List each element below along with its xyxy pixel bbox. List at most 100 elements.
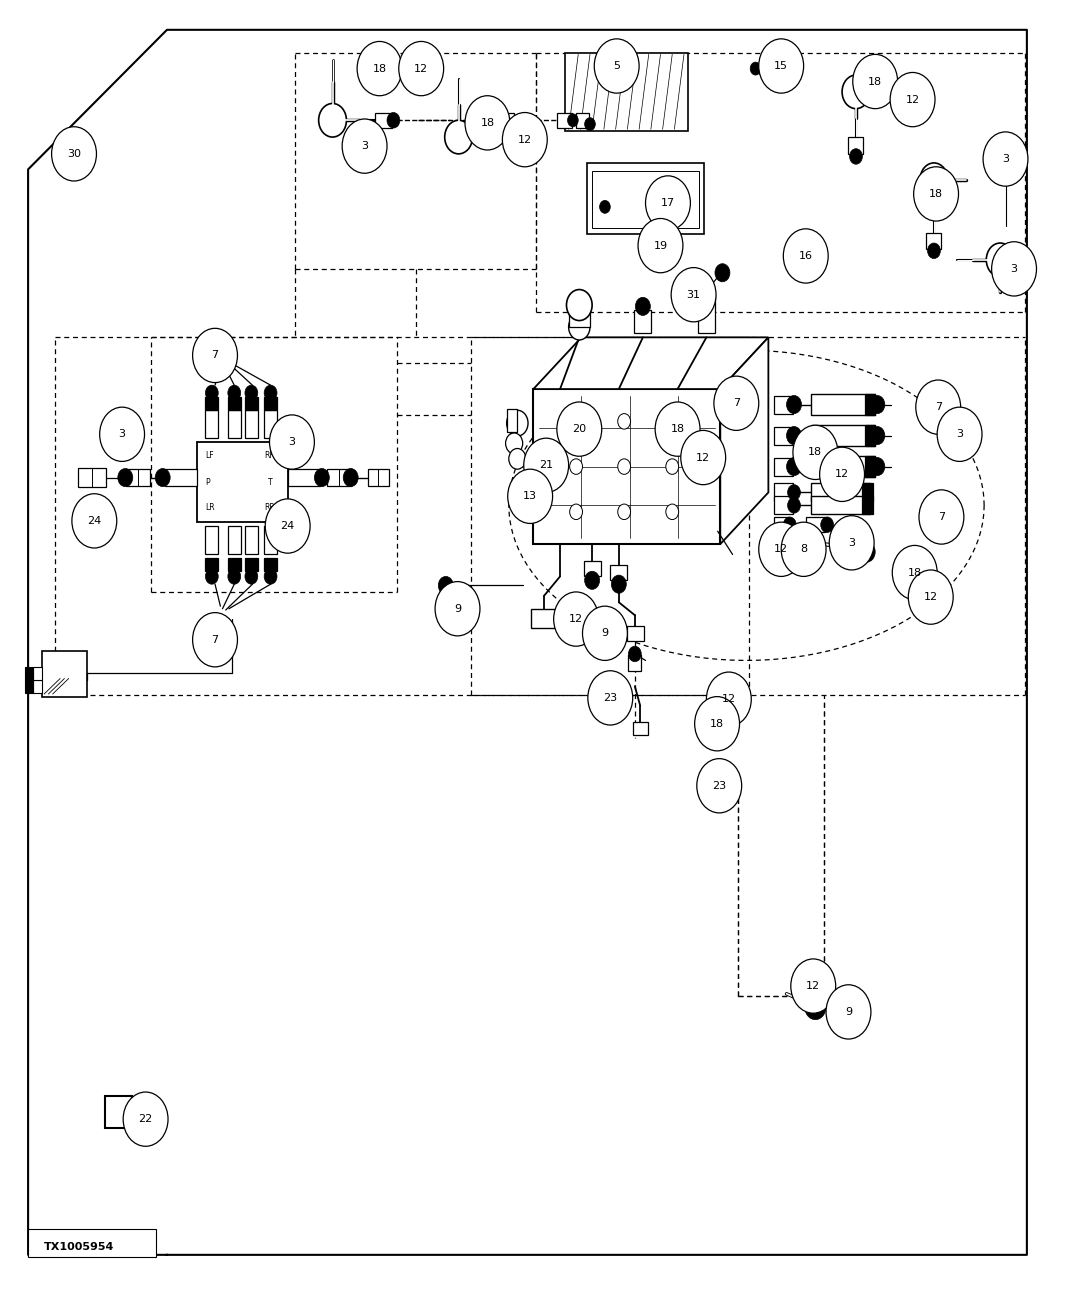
Bar xyxy=(628,625,645,641)
Circle shape xyxy=(554,592,599,646)
Text: 3: 3 xyxy=(1011,264,1017,273)
Circle shape xyxy=(826,984,871,1039)
Circle shape xyxy=(585,118,595,131)
Text: 16: 16 xyxy=(799,251,813,262)
Text: 12: 12 xyxy=(923,592,938,602)
Text: 9: 9 xyxy=(845,1008,853,1017)
Circle shape xyxy=(809,961,821,976)
Text: LR: LR xyxy=(206,502,215,512)
Circle shape xyxy=(787,243,800,259)
Bar xyxy=(862,483,873,501)
Bar xyxy=(265,396,277,409)
Bar xyxy=(565,53,689,131)
Circle shape xyxy=(206,385,218,400)
Circle shape xyxy=(343,469,358,487)
Bar xyxy=(926,233,941,250)
Text: 18: 18 xyxy=(929,189,944,199)
Circle shape xyxy=(666,504,679,519)
Text: 23: 23 xyxy=(712,781,726,791)
Bar xyxy=(773,426,793,444)
Text: 30: 30 xyxy=(67,149,81,159)
Text: 3: 3 xyxy=(361,141,368,152)
Bar xyxy=(811,456,875,477)
Text: 7: 7 xyxy=(211,635,218,645)
Circle shape xyxy=(206,569,218,584)
Text: 12: 12 xyxy=(414,63,428,74)
Circle shape xyxy=(588,671,633,725)
Circle shape xyxy=(672,268,716,322)
Circle shape xyxy=(829,515,874,570)
Bar xyxy=(265,409,277,438)
Bar xyxy=(206,558,218,571)
Bar xyxy=(610,565,628,580)
Circle shape xyxy=(707,672,751,726)
Text: 12: 12 xyxy=(517,135,532,145)
Bar xyxy=(245,558,258,571)
Circle shape xyxy=(635,298,650,316)
Circle shape xyxy=(629,646,642,662)
Text: 7: 7 xyxy=(211,351,218,360)
Circle shape xyxy=(506,433,523,453)
Circle shape xyxy=(502,113,547,167)
Circle shape xyxy=(509,448,526,469)
Circle shape xyxy=(666,458,679,474)
Circle shape xyxy=(567,290,592,321)
Circle shape xyxy=(618,458,631,474)
Bar xyxy=(864,394,875,414)
Text: 15: 15 xyxy=(774,61,788,71)
Circle shape xyxy=(681,430,726,484)
Text: RR: RR xyxy=(265,502,275,512)
Circle shape xyxy=(123,1092,168,1146)
Circle shape xyxy=(645,237,658,253)
Bar xyxy=(864,456,875,477)
Bar xyxy=(105,1096,132,1128)
Bar xyxy=(367,469,389,486)
Circle shape xyxy=(618,504,631,519)
Circle shape xyxy=(51,127,96,181)
Text: LF: LF xyxy=(206,451,214,460)
Bar xyxy=(265,526,277,554)
Text: 21: 21 xyxy=(539,460,554,470)
Bar xyxy=(773,496,793,514)
Bar xyxy=(25,680,33,693)
Circle shape xyxy=(72,493,117,548)
Text: 17: 17 xyxy=(661,198,675,208)
Circle shape xyxy=(715,264,730,282)
Circle shape xyxy=(557,401,602,456)
Bar xyxy=(811,483,870,501)
Circle shape xyxy=(193,329,238,382)
Text: 7: 7 xyxy=(733,399,740,408)
Bar xyxy=(569,308,590,328)
Circle shape xyxy=(819,447,864,501)
Text: 31: 31 xyxy=(687,290,700,299)
Text: 3: 3 xyxy=(119,429,125,439)
Bar xyxy=(634,311,651,334)
Circle shape xyxy=(927,243,940,259)
Bar xyxy=(805,517,825,532)
Circle shape xyxy=(266,499,311,553)
Text: 18: 18 xyxy=(481,118,495,128)
Circle shape xyxy=(842,75,870,109)
Bar xyxy=(42,651,87,697)
Bar xyxy=(864,425,875,445)
Bar xyxy=(228,409,241,438)
Text: 23: 23 xyxy=(603,693,617,703)
Text: 19: 19 xyxy=(653,241,667,251)
Circle shape xyxy=(697,759,741,813)
Circle shape xyxy=(786,395,801,413)
Circle shape xyxy=(583,606,628,660)
Text: 12: 12 xyxy=(774,544,788,554)
Text: 7: 7 xyxy=(938,512,945,522)
Bar xyxy=(773,395,793,413)
Circle shape xyxy=(783,517,796,532)
Bar xyxy=(698,295,715,334)
Text: 18: 18 xyxy=(809,447,823,457)
Circle shape xyxy=(914,167,959,221)
Bar xyxy=(206,396,218,409)
Circle shape xyxy=(508,469,553,523)
Bar xyxy=(557,113,572,128)
Bar xyxy=(811,496,870,514)
Text: 18: 18 xyxy=(373,63,387,74)
Text: 3: 3 xyxy=(1002,154,1009,164)
Circle shape xyxy=(787,497,800,513)
